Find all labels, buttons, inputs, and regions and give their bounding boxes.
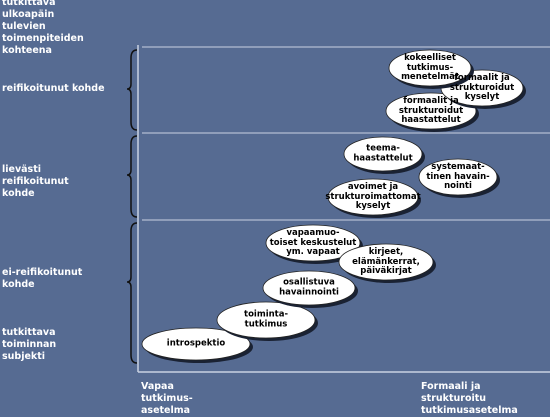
oval-label-avoimet: avoimet ja strukturoimattomat kyselyt — [325, 181, 421, 211]
oval-kirjeet — [338, 243, 434, 281]
y-label-lievasti: lievästi reifikoitunut kohde — [2, 164, 69, 199]
bracket-ei-reifikoitunut — [126, 222, 138, 364]
oval-label-vapaamuotoiset: vapaamuo- toiset keskustelut ym. vapaat — [269, 227, 357, 257]
oval-label-formaalit-haastattelut: formaalit ja strukturoidut haastattelut — [398, 95, 464, 125]
y-label-reifikoitunut: reifikoitunut kohde — [2, 83, 105, 94]
oval-toimintatutkimus — [216, 301, 316, 339]
oval-teemahaastattelut — [343, 136, 423, 172]
oval-label-kokeelliset: kokeelliset tutkimus- menetelmät — [401, 52, 459, 82]
bracket-reifikoitunut — [126, 49, 138, 131]
y-label-bottom: tutkittava toiminnan subjekti — [2, 327, 57, 362]
oval-systemaattinen — [418, 158, 498, 196]
oval-label-osallistuva: osallistuva havainnointi — [279, 277, 339, 297]
oval-osallistuva — [262, 270, 356, 306]
oval-label-formaalit-kyselyt: formaalit ja strukturoidut kyselyt — [449, 72, 515, 102]
oval-label-teemahaastattelut: teema- haastattelut — [353, 143, 413, 163]
oval-vapaamuotoiset — [265, 224, 361, 262]
oval-label-introspektio: introspektio — [166, 338, 226, 349]
oval-label-kirjeet: kirjeet, elämänkerrat, päiväkirjat — [352, 246, 420, 276]
x-label-formaali: Formaali ja strukturoitu tutkimusasetelm… — [421, 381, 518, 416]
oval-avoimet — [327, 178, 419, 216]
x-label-vapaa: Vapaa tutkimus- asetelma — [141, 381, 193, 416]
oval-label-systemaattinen: systemaat- tinen havain- nointi — [426, 161, 490, 191]
oval-kokeelliset — [388, 49, 472, 87]
oval-label-toimintatutkimus: toiminta- tutkimus — [244, 309, 288, 329]
bracket-lievasti — [126, 135, 138, 218]
y-label-ei-reifikoitunut: ei-reifikoitunut kohde — [2, 267, 83, 290]
y-label-top: tutkittava ulkoapäin tulevien toimenpite… — [2, 0, 84, 56]
oval-introspektio — [141, 327, 251, 361]
